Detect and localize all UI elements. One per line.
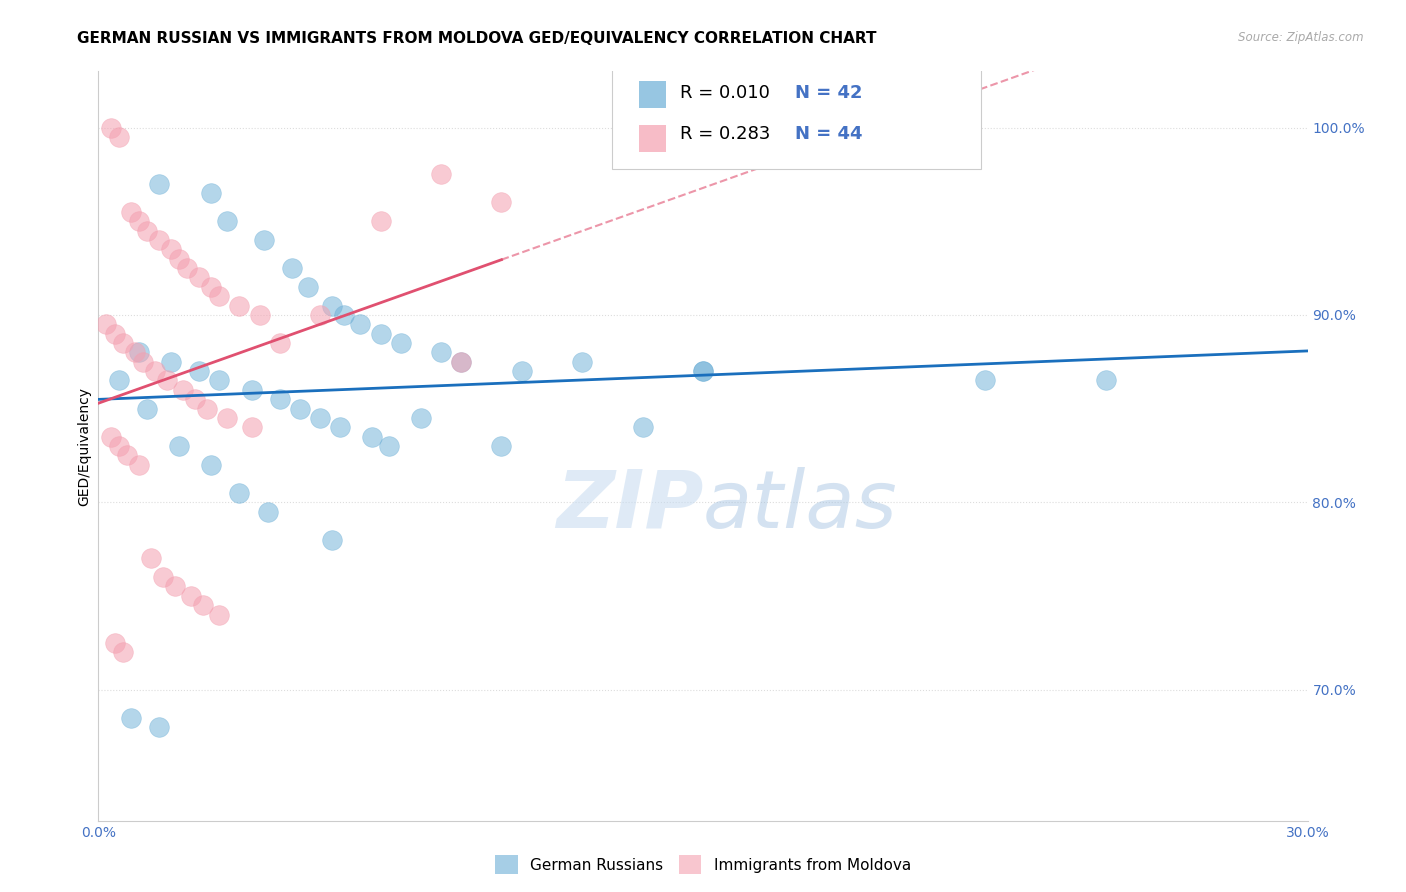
Point [208, 607, 231, 622]
Point [240, 420, 263, 434]
Text: atlas: atlas [703, 467, 898, 545]
Point [430, 345, 453, 359]
Point [148, 720, 170, 734]
Point [370, 326, 392, 341]
Point [450, 355, 472, 369]
Legend: German Russians, Immigrants from Moldova: German Russians, Immigrants from Moldova [489, 849, 917, 880]
Point [107, 374, 129, 388]
Point [389, 336, 412, 351]
Point [253, 233, 276, 247]
Text: GERMAN RUSSIAN VS IMMIGRANTS FROM MOLDOVA GED/EQUIVALENCY CORRELATION CHART: GERMAN RUSSIAN VS IMMIGRANTS FROM MOLDOV… [77, 31, 877, 46]
Point [309, 410, 332, 425]
Point [269, 336, 291, 351]
Point [103, 326, 125, 341]
Point [228, 486, 250, 500]
Point [103, 636, 125, 650]
Point [111, 645, 134, 659]
Point [240, 383, 263, 397]
Point [217, 410, 239, 425]
Point [139, 551, 162, 566]
Text: N = 42: N = 42 [794, 84, 862, 102]
Point [510, 364, 533, 378]
Point [96, 318, 118, 332]
Point [188, 270, 211, 285]
Point [692, 364, 714, 378]
Point [288, 401, 311, 416]
Point [107, 130, 129, 145]
Point [321, 533, 343, 547]
Point [195, 401, 218, 416]
Point [281, 261, 304, 276]
Point [571, 355, 593, 369]
Point [128, 458, 150, 472]
Text: R = 0.283: R = 0.283 [681, 125, 770, 143]
Point [228, 299, 250, 313]
Point [167, 252, 190, 266]
Point [269, 392, 291, 407]
Point [132, 355, 155, 369]
Point [333, 308, 356, 322]
FancyBboxPatch shape [638, 81, 665, 108]
Point [361, 430, 384, 444]
Point [309, 308, 332, 322]
Point [974, 374, 997, 388]
Point [1095, 374, 1118, 388]
Point [329, 420, 352, 434]
Point [208, 374, 231, 388]
Point [135, 401, 157, 416]
Point [135, 224, 157, 238]
Y-axis label: GED/Equivalency: GED/Equivalency [77, 386, 91, 506]
Point [128, 345, 150, 359]
Point [180, 589, 202, 603]
Point [200, 280, 222, 294]
Point [100, 430, 122, 444]
Point [128, 214, 150, 228]
Point [156, 374, 179, 388]
Point [148, 233, 170, 247]
Point [143, 364, 166, 378]
Point [256, 505, 278, 519]
Point [100, 120, 122, 135]
Text: ZIP: ZIP [555, 467, 703, 545]
Point [631, 420, 654, 434]
Text: R = 0.010: R = 0.010 [681, 84, 770, 102]
Point [430, 168, 453, 182]
Point [107, 439, 129, 453]
Text: N = 44: N = 44 [794, 125, 862, 143]
Point [208, 289, 231, 303]
Point [184, 392, 207, 407]
Point [377, 439, 399, 453]
Point [692, 364, 714, 378]
Point [115, 449, 138, 463]
Point [200, 458, 222, 472]
Point [193, 599, 215, 613]
Point [148, 177, 170, 191]
FancyBboxPatch shape [638, 125, 665, 152]
Point [450, 355, 472, 369]
Point [167, 439, 190, 453]
Point [297, 280, 319, 294]
Point [111, 336, 134, 351]
Point [349, 318, 371, 332]
Point [163, 580, 186, 594]
Point [160, 355, 183, 369]
Point [491, 195, 513, 210]
Point [172, 383, 194, 397]
Point [124, 345, 146, 359]
Point [249, 308, 271, 322]
Point [409, 410, 432, 425]
Point [176, 261, 198, 276]
Point [200, 186, 222, 201]
Point [120, 205, 142, 219]
Point [491, 439, 513, 453]
Text: Source: ZipAtlas.com: Source: ZipAtlas.com [1239, 31, 1364, 45]
Point [370, 214, 392, 228]
Point [217, 214, 239, 228]
Point [188, 364, 211, 378]
FancyBboxPatch shape [613, 56, 981, 169]
Point [152, 570, 174, 584]
Point [321, 299, 343, 313]
Point [160, 243, 183, 257]
Point [120, 710, 142, 724]
